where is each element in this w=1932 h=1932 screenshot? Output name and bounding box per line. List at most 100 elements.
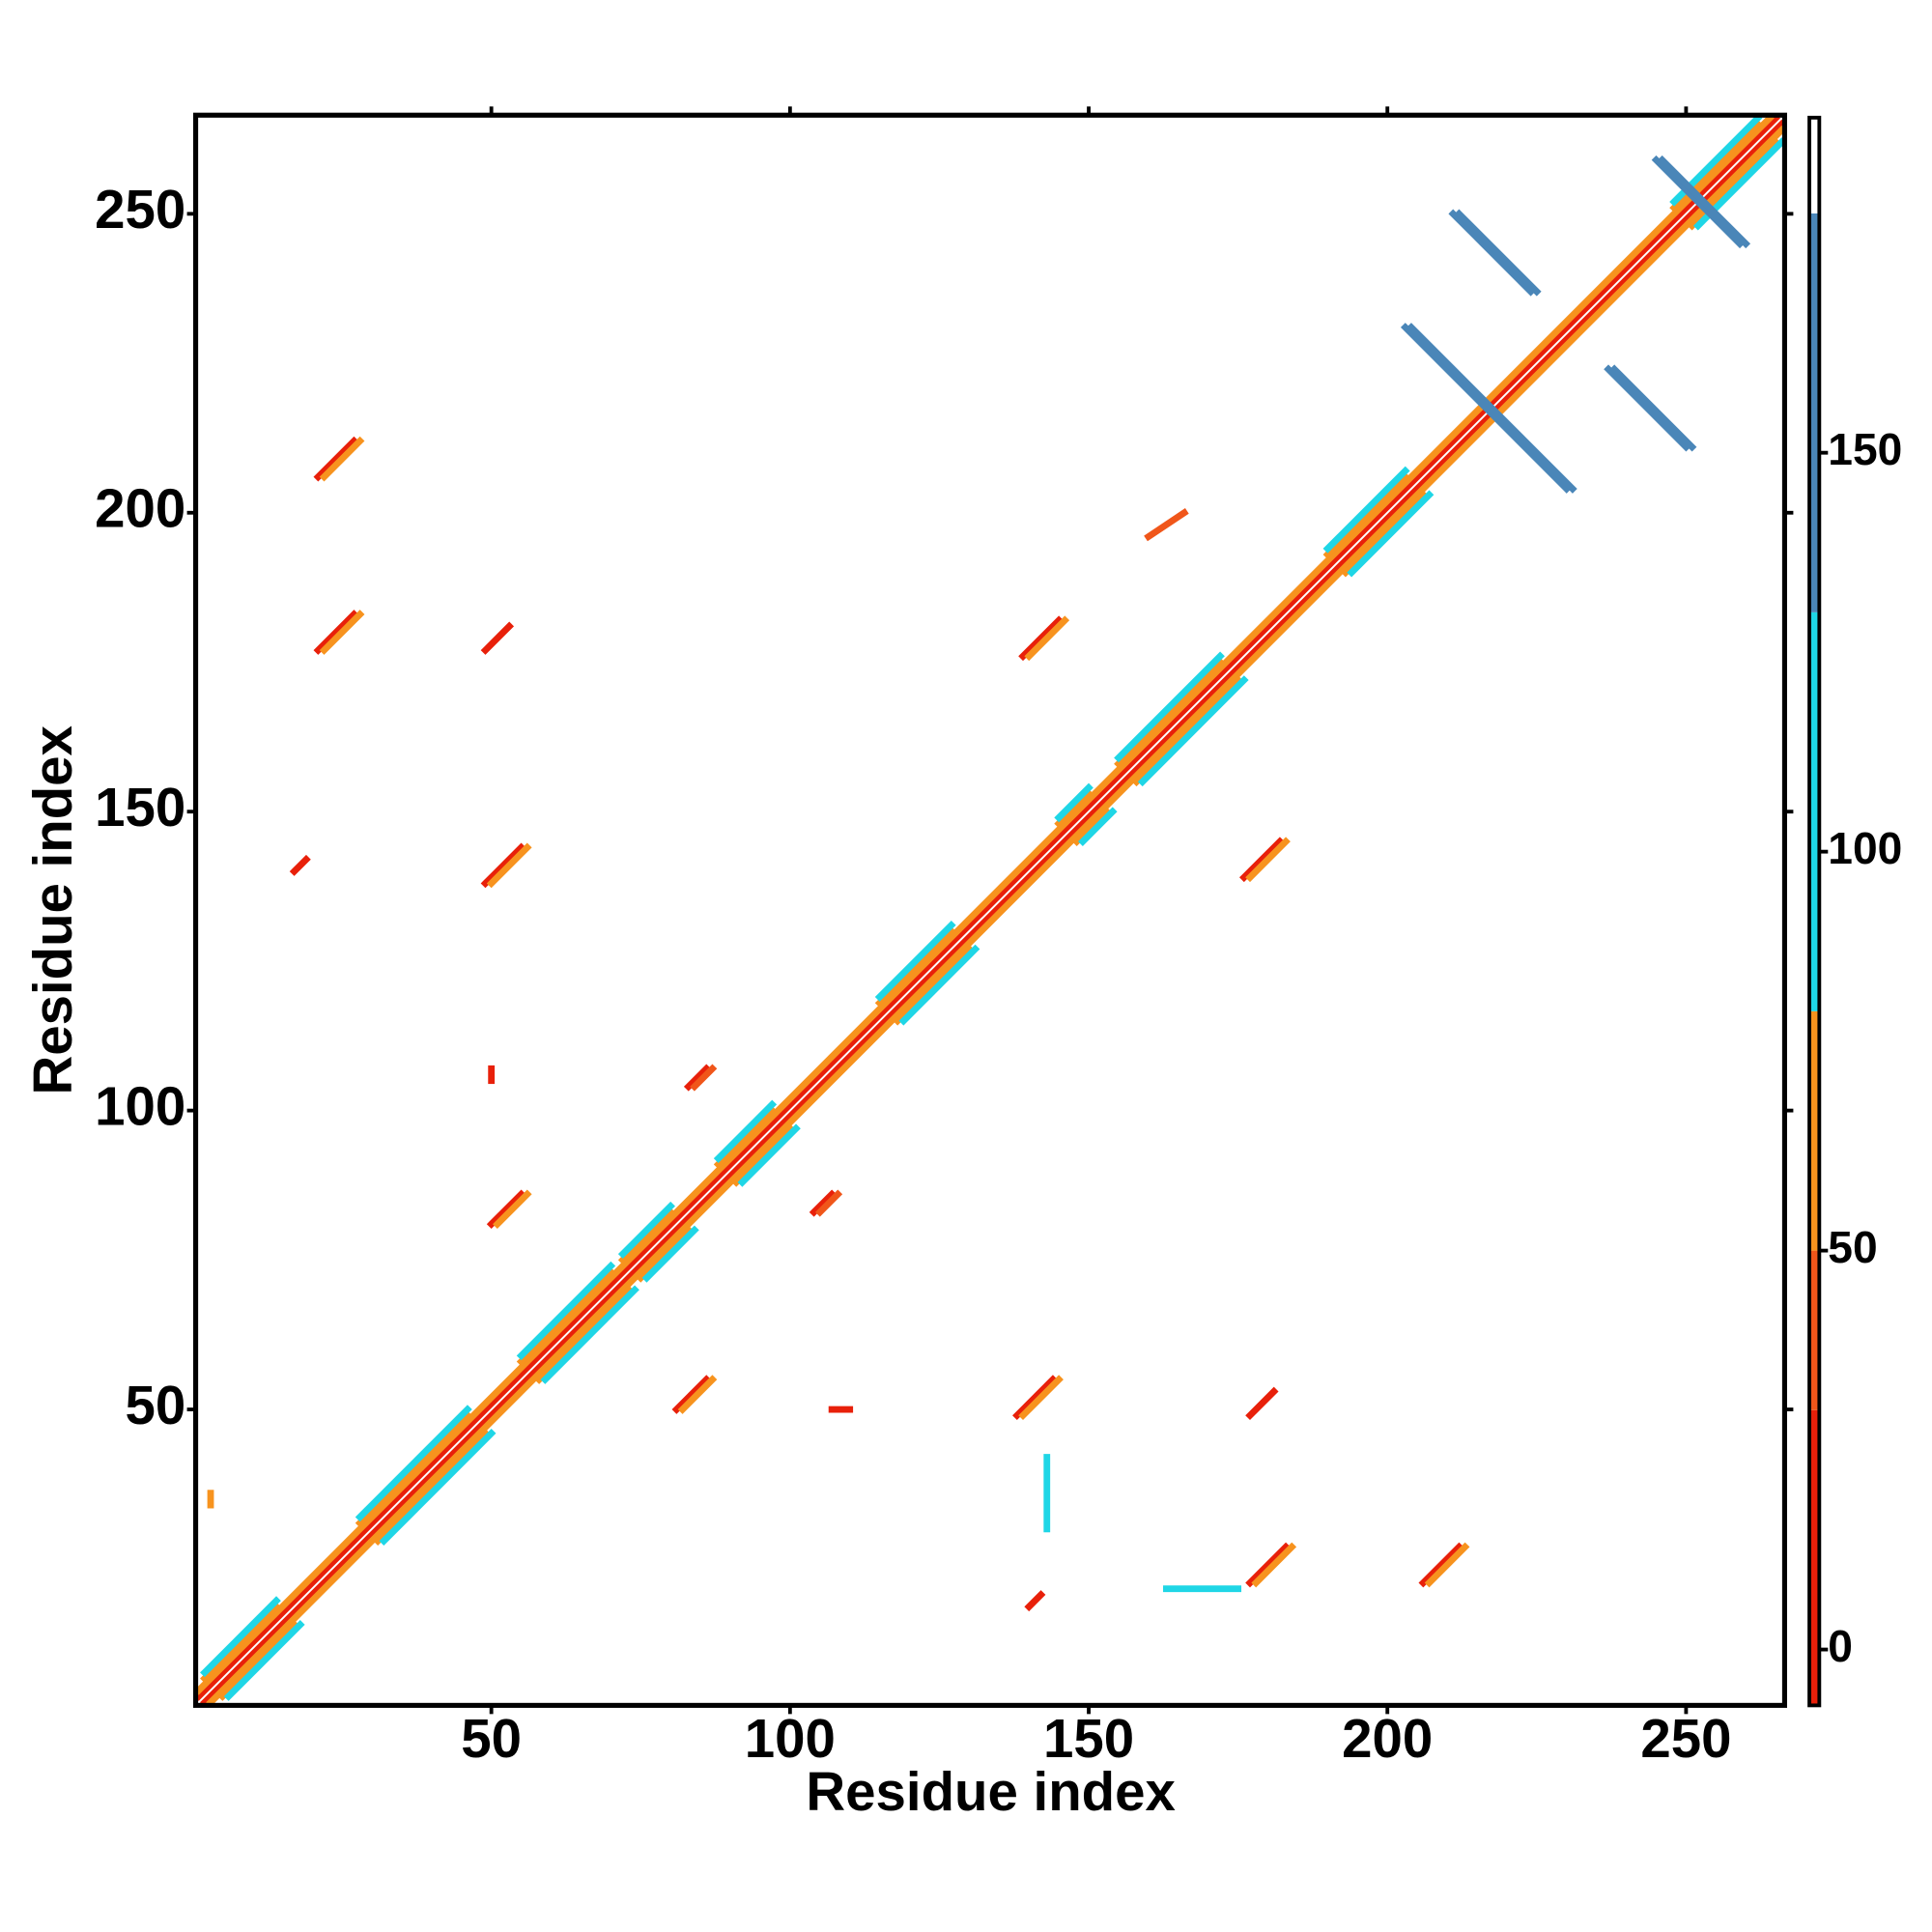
- x-tick-label: 250: [1640, 1708, 1731, 1769]
- contact-segment: [1238, 837, 1285, 883]
- contact-segment: [493, 1189, 532, 1230]
- contact-segment: [534, 1285, 634, 1384]
- contact-segment: [1418, 1542, 1464, 1588]
- contact-segment: [1024, 1590, 1046, 1612]
- contact-segment: [200, 119, 1787, 1708]
- colorbar-tick-label: 0: [1828, 1621, 1853, 1671]
- contact-segment: [1400, 323, 1572, 494]
- contact-segment: [1347, 490, 1435, 578]
- contact-segment: [1018, 1375, 1064, 1421]
- y-tick-label: 250: [95, 179, 185, 240]
- contact-segment: [319, 436, 365, 482]
- contact-segment: [1448, 209, 1536, 297]
- colorbar-band: [1809, 611, 1820, 1011]
- contact-segment: [1054, 782, 1094, 823]
- contact-segment: [641, 1225, 699, 1283]
- contact-segment: [1424, 1542, 1470, 1588]
- contact-segment: [379, 1428, 497, 1547]
- x-tick-label: 150: [1043, 1708, 1134, 1769]
- contact-segment: [480, 621, 515, 655]
- colorbar-tick-label: 150: [1828, 424, 1902, 474]
- contact-segment: [193, 113, 1775, 1695]
- contact-segment: [1251, 1542, 1297, 1588]
- contact-segment: [355, 1405, 472, 1522]
- contact-segment: [737, 1123, 801, 1187]
- contact-segment: [636, 1225, 694, 1283]
- contact-segment: [671, 1375, 712, 1414]
- contact-segment: [486, 1189, 526, 1230]
- contact-segment: [319, 610, 365, 655]
- x-tick-label: 50: [461, 1708, 522, 1769]
- contact-segment: [1131, 675, 1243, 787]
- contact-segment: [731, 1123, 795, 1187]
- y-tick-label: 200: [95, 478, 185, 539]
- contact-segment: [713, 1099, 778, 1163]
- contact-segment: [1245, 1542, 1291, 1588]
- contact-segment: [1609, 364, 1697, 452]
- contact-segment: [480, 842, 526, 889]
- contact-segment: [206, 125, 1787, 1708]
- contact-segment: [677, 1375, 718, 1414]
- contact-segment: [540, 1285, 639, 1384]
- contact-segment: [1245, 837, 1291, 883]
- contact-segment: [1071, 807, 1112, 846]
- contact-segment: [809, 1189, 837, 1217]
- contact-segment: [313, 436, 359, 482]
- contact-segment: [355, 1410, 472, 1528]
- contact-segment: [516, 1266, 616, 1367]
- contact-segment: [1604, 364, 1691, 452]
- contact-segment: [1054, 788, 1094, 829]
- contact-segment: [1024, 615, 1070, 662]
- contact-segment: [1018, 615, 1064, 662]
- contact-segment: [1012, 1375, 1058, 1421]
- contact-segment: [1651, 155, 1745, 249]
- contact-segment: [683, 1064, 712, 1092]
- contact-segment: [1245, 1386, 1279, 1421]
- colorbar-band: [1809, 1250, 1820, 1410]
- contact-segment: [223, 1620, 305, 1701]
- contact-segment: [486, 842, 532, 889]
- contact-segment: [1341, 490, 1429, 578]
- contact-segment: [1144, 508, 1189, 542]
- contact-segment: [814, 1189, 843, 1217]
- contact-segment: [617, 1208, 675, 1265]
- colorbar-band: [1809, 1409, 1820, 1706]
- contact-segment: [200, 1596, 281, 1678]
- contact-segment: [217, 1620, 299, 1701]
- y-tick-label: 50: [126, 1375, 186, 1435]
- colorbar-tick-label: 100: [1828, 823, 1902, 873]
- y-axis-label: Residue index: [22, 725, 83, 1094]
- contact-segment: [289, 854, 311, 876]
- contact-segment: [893, 944, 975, 1026]
- colorbar-band: [1809, 117, 1820, 213]
- x-tick-label: 100: [745, 1708, 836, 1769]
- contact-segment: [1454, 209, 1542, 297]
- contact-segment: [617, 1201, 675, 1259]
- contact-segment: [690, 1064, 718, 1092]
- contact-segment: [1114, 657, 1225, 769]
- contact-segment: [1657, 155, 1751, 249]
- contact-segment: [516, 1261, 616, 1361]
- contact-segment: [874, 920, 956, 1002]
- contact-segment: [1078, 807, 1118, 846]
- plot-frame: [193, 112, 1787, 1708]
- contact-segment: [898, 944, 980, 1026]
- contact-segment: [313, 610, 359, 655]
- x-axis-label: Residue index: [806, 1761, 1175, 1822]
- contact-segment: [1137, 675, 1249, 787]
- contact-segment: [874, 926, 956, 1009]
- colorbar-band: [1809, 1010, 1820, 1251]
- y-tick-label: 100: [95, 1076, 185, 1137]
- contact-segment: [373, 1428, 491, 1547]
- y-tick-label: 150: [95, 777, 185, 838]
- contact-segment: [1406, 323, 1577, 494]
- contact-segment: [193, 113, 1780, 1701]
- colorbar-band: [1809, 213, 1820, 612]
- x-tick-label: 200: [1342, 1708, 1433, 1769]
- colorbar-frame: [1807, 115, 1822, 1708]
- colorbar-tick-label: 50: [1828, 1222, 1877, 1272]
- contact-segment: [200, 1602, 281, 1684]
- contact-segment: [1322, 466, 1410, 554]
- contact-segment: [1322, 471, 1410, 559]
